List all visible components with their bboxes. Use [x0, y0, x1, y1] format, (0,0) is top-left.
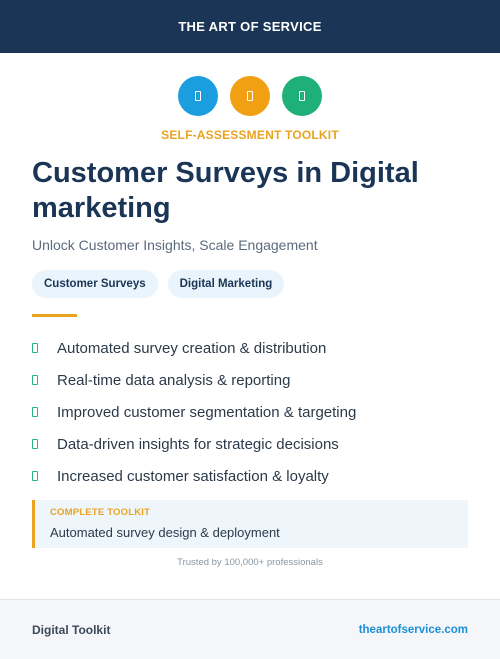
- header-bar: THE ART OF SERVICE: [0, 0, 500, 53]
- page-subtitle: Unlock Customer Insights, Scale Engageme…: [32, 237, 318, 253]
- tag-digital-marketing[interactable]: Digital Marketing: [167, 270, 285, 298]
- complete-toolkit-callout: COMPLETE TOOLKIT Automated survey design…: [32, 500, 468, 548]
- check-icon: [32, 439, 38, 449]
- feature-list: Automated survey creation & distribution…: [32, 332, 472, 492]
- check-icon: [32, 471, 38, 481]
- feature-text: Automated survey creation & distribution: [57, 339, 327, 357]
- check-icon: [32, 375, 38, 385]
- tag-customer-surveys[interactable]: Customer Surveys: [32, 270, 158, 298]
- accent-divider: [32, 314, 77, 317]
- check-icon: [32, 343, 38, 353]
- feature-item: Improved customer segmentation & targeti…: [32, 396, 472, 428]
- callout-text: Automated survey design & deployment: [50, 525, 280, 540]
- feature-text: Data-driven insights for strategic decis…: [57, 435, 339, 453]
- feature-item: Automated survey creation & distribution: [32, 332, 472, 364]
- footer-bar: Digital Toolkit theartofservice.com: [0, 599, 500, 659]
- check-icon: [32, 407, 38, 417]
- trusted-note: Trusted by 100,000+ professionals: [177, 557, 323, 568]
- feature-text: Real-time data analysis & reporting: [57, 371, 291, 389]
- blue-badge-icon: [178, 76, 218, 116]
- feature-item: Real-time data analysis & reporting: [32, 364, 472, 396]
- toolkit-kicker: SELF-ASSESSMENT TOOLKIT: [161, 128, 339, 142]
- icon-row: [0, 76, 500, 116]
- orange-badge-icon: [230, 76, 270, 116]
- green-badge-icon: [282, 76, 322, 116]
- feature-text: Increased customer satisfaction & loyalt…: [57, 467, 329, 485]
- feature-item: Data-driven insights for strategic decis…: [32, 428, 472, 460]
- feature-text: Improved customer segmentation & targeti…: [57, 403, 357, 421]
- footer-label: Digital Toolkit: [32, 622, 111, 637]
- feature-item: Increased customer satisfaction & loyalt…: [32, 460, 472, 492]
- brand-name: THE ART OF SERVICE: [178, 19, 322, 34]
- website-link[interactable]: theartofservice.com: [358, 623, 468, 636]
- page-title: Customer Surveys in Digital marketing: [32, 157, 419, 224]
- tag-list: Customer Surveys Digital Marketing: [32, 270, 285, 298]
- callout-label: COMPLETE TOOLKIT: [50, 507, 151, 518]
